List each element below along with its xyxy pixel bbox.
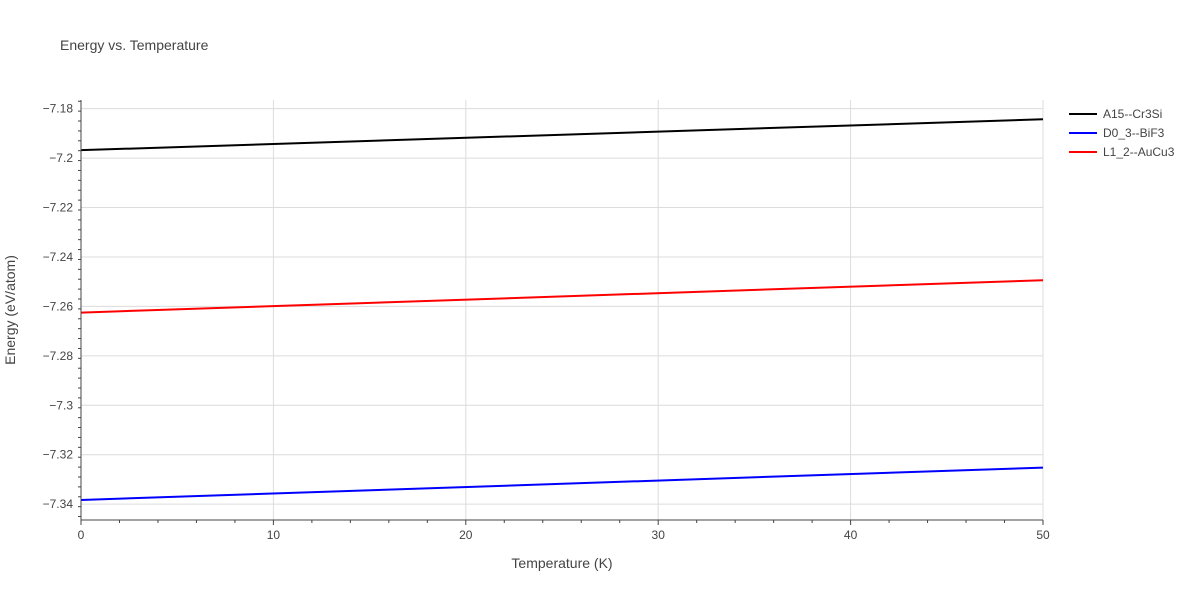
x-tick-label: 10	[267, 528, 281, 542]
axes: 0 10 20 30 40 50 −7.34 −7.32 −7.3 −7.28 −7.26 −7.24…	[43, 100, 1050, 542]
y-tick-label: −7.24	[43, 250, 74, 264]
legend-item-label: L1_2--AuCu3	[1103, 145, 1175, 159]
legend-item-label: D0_3--BiF3	[1103, 126, 1165, 140]
series-line-L1_2--AuCu3	[80, 279, 1044, 314]
series-line-D0_3--BiF3	[80, 466, 1044, 501]
x-tick-label: 20	[459, 528, 473, 542]
x-tick-label: 50	[1036, 528, 1050, 542]
y-tick-label: −7.18	[43, 102, 74, 116]
series-lines	[80, 118, 1044, 501]
y-tick-label: −7.32	[43, 448, 74, 462]
y-tick-label: −7.34	[43, 497, 74, 511]
y-tick-label: −7.3	[49, 398, 73, 412]
y-tick-label: −7.2	[49, 151, 73, 165]
y-tick-label: −7.28	[43, 349, 74, 363]
grid	[81, 100, 1044, 520]
legend-item-label: A15--Cr3Si	[1103, 107, 1162, 121]
x-tick-label: 30	[652, 528, 666, 542]
x-axis-title: Temperature (K)	[511, 555, 612, 571]
x-tick-label: 40	[844, 528, 858, 542]
chart-title: Energy vs. Temperature	[60, 37, 209, 53]
y-tick-label: −7.22	[43, 201, 74, 215]
series-line-A15--Cr3Si	[80, 118, 1044, 152]
x-tick-label: 0	[78, 528, 85, 542]
legend: A15--Cr3Si D0_3--BiF3 L1_2--AuCu3	[1069, 107, 1175, 159]
y-axis-title: Energy (eV/atom)	[2, 255, 18, 365]
y-tick-label: −7.26	[43, 299, 74, 313]
